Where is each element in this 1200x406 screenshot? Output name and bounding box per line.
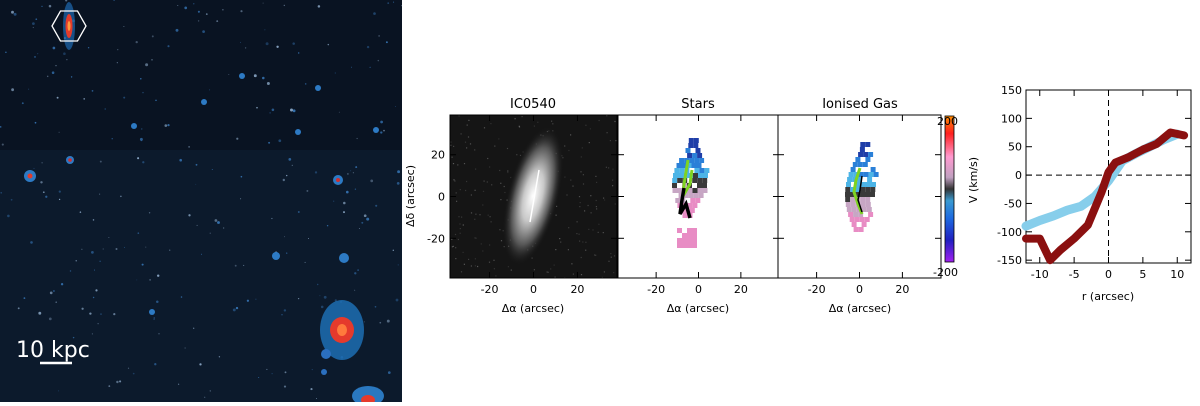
- xlabel-stars: Δα (arcsec): [667, 302, 729, 315]
- x-tick-label: -20: [481, 283, 499, 296]
- y-tick-label: -150: [997, 254, 1022, 267]
- colorbar-max-label: 200: [937, 115, 958, 128]
- x-tick-label: 20: [734, 283, 748, 296]
- small-galaxies: [24, 73, 379, 315]
- gas-trace-green: [852, 167, 864, 215]
- x-tick-label: 10: [1170, 268, 1184, 281]
- panel-title-gas: Ionised Gas: [822, 97, 898, 112]
- panel-ic0540: IC0540 Δα (arcsec) Δδ (arcsec) -20 0 20 -20…: [404, 97, 618, 315]
- y-axis-label: Δδ (arcsec): [404, 165, 417, 227]
- x-tick-label: 0: [1105, 268, 1112, 281]
- y-tick-label: -50: [1004, 197, 1022, 210]
- colorbar-min-label: -200: [933, 266, 958, 279]
- galaxy-bottom-right: [320, 300, 384, 406]
- y-tick-label: 20: [431, 149, 445, 162]
- panel-title-stars: Stars: [681, 97, 715, 112]
- sky-image-panel: 10 kpc: [0, 0, 402, 406]
- x-axis-label: r (arcsec): [1082, 290, 1134, 303]
- rotation-curve-chart: -10 -5 0 5 10 -150 -100 -50 0 50 100 150 r (arcsec)…: [960, 0, 1200, 402]
- y-tick-label: 150: [1001, 84, 1022, 97]
- stars-trace-black: [678, 187, 692, 219]
- x-tick-label: -5: [1069, 268, 1080, 281]
- y-tick-label: 100: [1001, 112, 1022, 125]
- x-tick-label: -10: [1031, 268, 1049, 281]
- panel-ionised-gas: Ionised Gas Δα (arcsec) -20 0 20: [777, 97, 942, 315]
- y-tick-label: 0: [438, 191, 445, 204]
- slit-line: [529, 169, 540, 223]
- panel-stars: Stars Δα (arcsec) -20 0 20: [617, 97, 780, 315]
- colorbar-axis-label: V (km/s): [967, 157, 980, 203]
- x-tick-label: 0: [856, 283, 863, 296]
- hexagon-marker: [51, 10, 87, 42]
- x-tick-label: 0: [530, 283, 537, 296]
- sky-image: 10 kpc: [0, 0, 402, 406]
- galaxy-image: [502, 125, 564, 267]
- series-line-1: [1022, 128, 1189, 265]
- scale-bar-label: 10 kpc: [16, 338, 90, 363]
- x-tick-label: 0: [695, 283, 702, 296]
- x-tick-label: 20: [570, 283, 584, 296]
- y-tick-label: 0: [1015, 169, 1022, 182]
- x-tick-label: 20: [895, 283, 909, 296]
- y-tick-label: -100: [997, 226, 1022, 239]
- y-tick-label: -20: [427, 232, 445, 245]
- gas-trace-black: [857, 175, 863, 213]
- scale-bar: 10 kpc: [16, 338, 90, 365]
- xlabel-gas: Δα (arcsec): [829, 302, 891, 315]
- panel-title-ic0540: IC0540: [510, 97, 556, 112]
- galaxy-top: [51, 2, 87, 50]
- y-tick-label: 50: [1008, 141, 1022, 154]
- colorbar: 200 -200: [933, 115, 958, 279]
- x-tick-label: -20: [647, 283, 665, 296]
- x-tick-label: -20: [808, 283, 826, 296]
- xlabel-ic0540: Δα (arcsec): [502, 302, 564, 315]
- velocity-maps: IC0540 Δα (arcsec) Δδ (arcsec) -20 0 20 -20…: [400, 0, 960, 402]
- x-tick-label: 5: [1139, 268, 1146, 281]
